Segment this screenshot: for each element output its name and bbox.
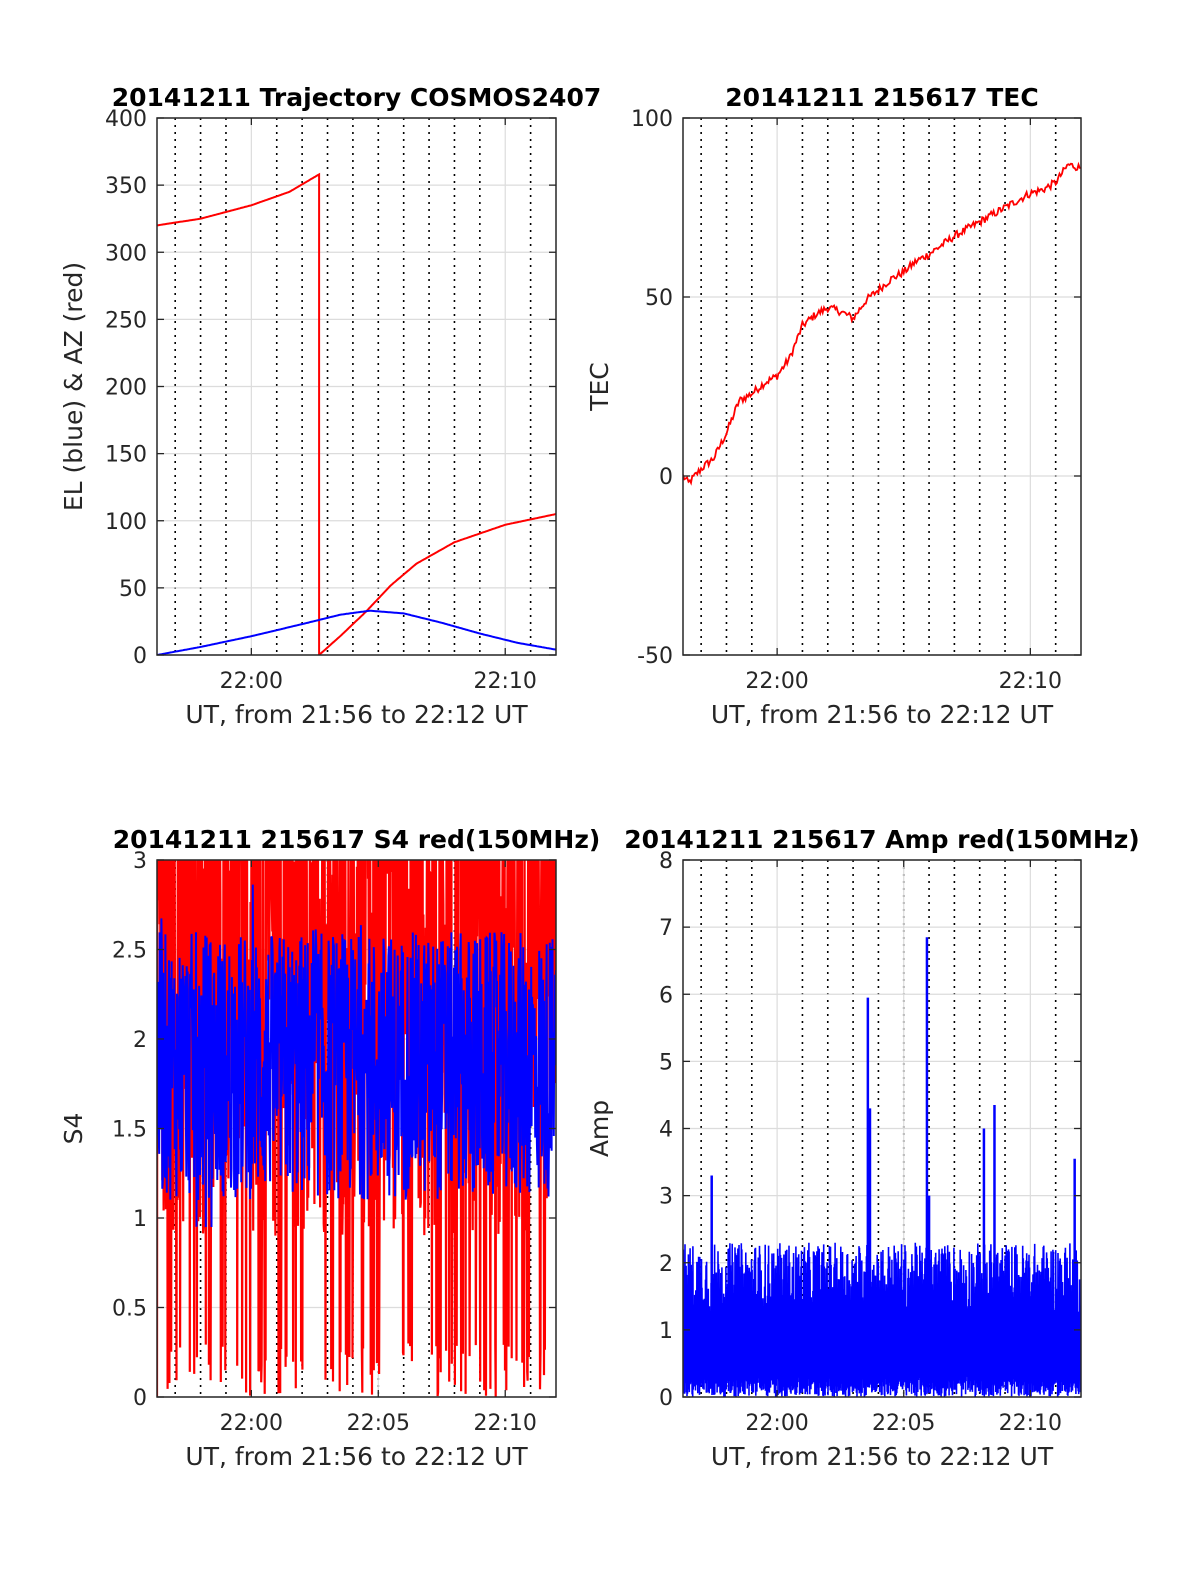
plot-area: [157, 172, 556, 655]
x-tick-label: 22:00: [220, 669, 283, 694]
axes-box: [682, 117, 1082, 656]
y-tick-label: 2.5: [112, 939, 147, 964]
x-axis-label: UT, from 21:56 to 22:12 UT: [185, 1442, 528, 1471]
y-tick-label: 3: [133, 849, 147, 874]
y-tick-label: 2: [133, 1028, 147, 1053]
plot-area: [683, 937, 1081, 1397]
y-tick-label: 300: [105, 241, 147, 266]
y-tick-label: 0.5: [112, 1297, 147, 1322]
plot-area: [683, 161, 1081, 486]
x-tick-label: 22:00: [745, 1411, 808, 1436]
x-tick-label: 22:00: [745, 669, 808, 694]
y-tick-label: 8: [659, 849, 673, 874]
chart-title: 20141211 215617 TEC: [725, 83, 1038, 112]
y-tick-label: 100: [631, 107, 673, 132]
y-tick-label: 0: [659, 465, 673, 490]
y-axis-label: EL (blue) & AZ (red): [59, 262, 88, 511]
x-tick-label: 22:10: [474, 669, 537, 694]
x-tick-label: 22:10: [999, 669, 1062, 694]
y-tick-label: 1: [659, 1319, 673, 1344]
y-tick-label: 100: [105, 510, 147, 535]
chart-title: 20141211 215617 S4 red(150MHz): [113, 825, 601, 854]
chart-panel-2: -50 0 50 100 22:00 22:10 20141211 215617 TEC UT…: [585, 83, 1082, 729]
plot-area: [157, 860, 556, 1397]
chart-panel-1: 0 50 100 150 200 250 300 350 400 22:00 22:10 201412…: [59, 83, 601, 729]
y-axis-label: S4: [59, 1113, 88, 1145]
y-tick-label: 4: [659, 1118, 673, 1143]
series-line-red: [157, 172, 556, 655]
y-tick-label: 1.5: [112, 1118, 147, 1143]
x-tick-label: 22:10: [474, 1411, 537, 1436]
y-tick-label: 400: [105, 107, 147, 132]
chart-title: 20141211 215617 Amp red(150MHz): [624, 825, 1140, 854]
y-tick-label: 3: [659, 1185, 673, 1210]
y-tick-label: 2: [659, 1252, 673, 1277]
x-tick-label: 22:05: [872, 1411, 935, 1436]
y-tick-label: 5: [659, 1050, 673, 1075]
chart-title: 20141211 Trajectory COSMOS2407: [112, 83, 602, 112]
series-line-blue: [157, 609, 556, 655]
y-tick-label: 250: [105, 308, 147, 333]
series-line-blue: [683, 1242, 1081, 1397]
y-axis-label: Amp: [585, 1100, 614, 1157]
y-tick-label: -50: [637, 644, 673, 669]
y-tick-label: 6: [659, 983, 673, 1008]
x-tick-label: 22:10: [999, 1411, 1062, 1436]
x-axis-label: UT, from 21:56 to 22:12 UT: [711, 700, 1054, 729]
y-tick-label: 0: [659, 1386, 673, 1411]
y-tick-label: 0: [133, 1386, 147, 1411]
y-tick-label: 50: [119, 577, 147, 602]
y-tick-label: 200: [105, 376, 147, 401]
y-tick-label: 50: [645, 286, 673, 311]
x-axis-label: UT, from 21:56 to 22:12 UT: [711, 1442, 1054, 1471]
y-tick-label: 350: [105, 174, 147, 199]
series-line-blue: [157, 884, 556, 1228]
y-tick-label: 150: [105, 443, 147, 468]
series-line-red: [683, 161, 1081, 486]
x-axis-label: UT, from 21:56 to 22:12 UT: [185, 700, 528, 729]
chart-panel-3: 0 0.5 1 1.5 2 2.5 3 22:00 22:05 22:10 20141211 215…: [59, 825, 601, 1471]
y-tick-label: 1: [133, 1207, 147, 1232]
x-tick-label: 22:05: [347, 1411, 410, 1436]
y-tick-label: 0: [133, 644, 147, 669]
y-tick-label: 7: [659, 916, 673, 941]
y-axis-label: TEC: [585, 362, 614, 412]
x-tick-label: 22:00: [220, 1411, 283, 1436]
chart-panel-4: 0 1 2 3 4 5 6 7 8 22:00 22:05 22:10 20141211 215617 …: [585, 825, 1140, 1471]
